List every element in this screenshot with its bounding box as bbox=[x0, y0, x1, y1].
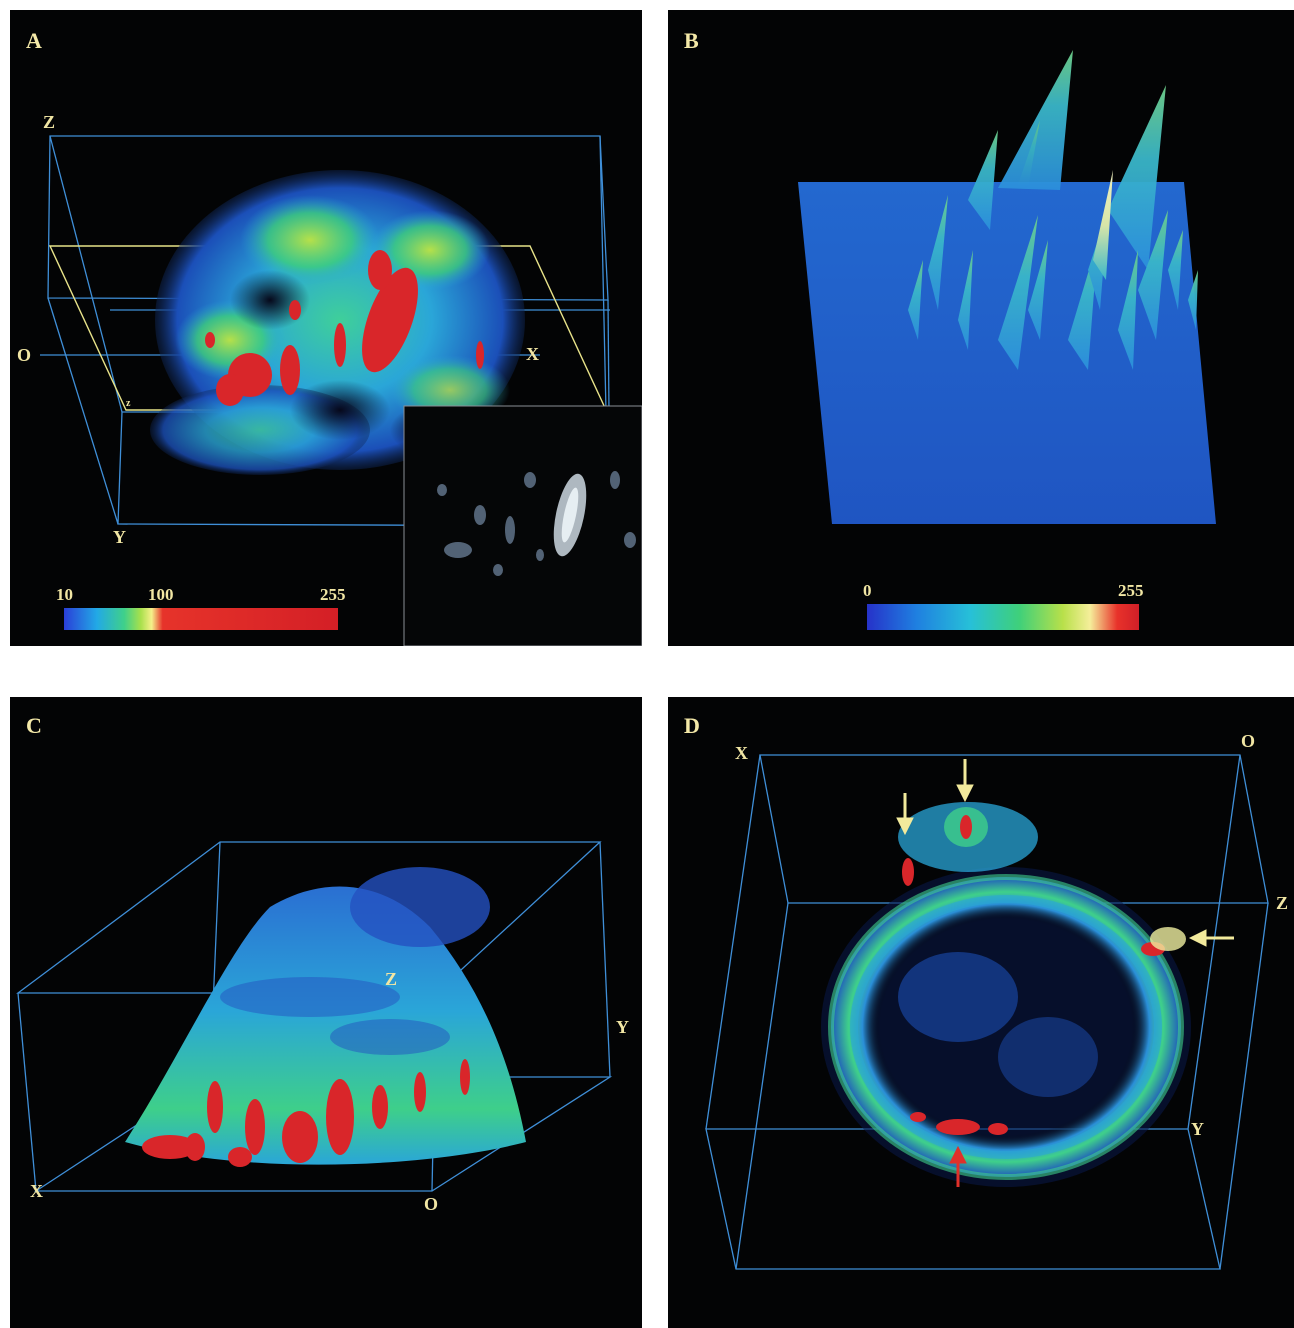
panel-d-axis-y: Y bbox=[1191, 1119, 1204, 1139]
panel-b-graphic bbox=[798, 50, 1216, 524]
panel-d-graphic bbox=[705, 754, 1269, 1270]
panel-b-tick-0: 0 bbox=[863, 581, 872, 600]
panel-d: D X O Z Y bbox=[668, 697, 1294, 1328]
panel-c-graphic bbox=[16, 841, 613, 1192]
panel-b-label: B bbox=[684, 28, 699, 53]
panel-a-graphic bbox=[40, 135, 642, 646]
panel-c-axis-y: Y bbox=[616, 1017, 629, 1037]
panel-d-axis-z: Z bbox=[1276, 893, 1289, 913]
panel-d-arrow-yellow-1 bbox=[956, 759, 974, 803]
panel-a-tick-255: 255 bbox=[320, 585, 346, 604]
panel-c-axis-o: O bbox=[424, 1194, 439, 1214]
panel-a-axis-o: O bbox=[17, 345, 32, 365]
panel-b-colorbar bbox=[867, 604, 1139, 630]
panel-a-tick-100: 100 bbox=[148, 585, 174, 604]
panel-a-axis-x: X bbox=[526, 344, 539, 364]
panel-a: A Z O X Y z 10 100 255 bbox=[10, 10, 642, 646]
panel-d-arrow-red bbox=[949, 1145, 967, 1187]
panel-b-spikes bbox=[908, 50, 1198, 370]
panel-c: C Z Y X O bbox=[10, 697, 642, 1328]
panel-d-ring bbox=[821, 802, 1191, 1187]
panel-a-axis-y: Y bbox=[113, 527, 126, 547]
panel-c-label: C bbox=[26, 713, 42, 738]
panel-a-label: A bbox=[26, 28, 42, 53]
panel-d-axis-x: X bbox=[735, 743, 748, 763]
panel-c-axis-z: Z bbox=[385, 969, 398, 989]
panel-d-arrow-yellow-3 bbox=[1188, 929, 1234, 947]
panel-a-inset bbox=[403, 405, 642, 646]
panel-a-tick-10: 10 bbox=[56, 585, 73, 604]
panel-b-hot-spike bbox=[1093, 170, 1113, 280]
panel-b-tick-255: 255 bbox=[1118, 581, 1144, 600]
panel-b: B 0 255 bbox=[668, 10, 1294, 646]
panel-a-axis-small-z: z bbox=[126, 398, 131, 409]
panel-c-volume bbox=[125, 867, 526, 1167]
panel-d-arrow-yellow-2 bbox=[896, 793, 914, 836]
panel-a-colorbar bbox=[64, 608, 338, 630]
panel-d-axis-o: O bbox=[1241, 731, 1256, 751]
panel-c-axis-x: X bbox=[30, 1181, 43, 1201]
panel-d-label: D bbox=[684, 713, 700, 738]
panel-a-axis-z: Z bbox=[43, 112, 56, 132]
